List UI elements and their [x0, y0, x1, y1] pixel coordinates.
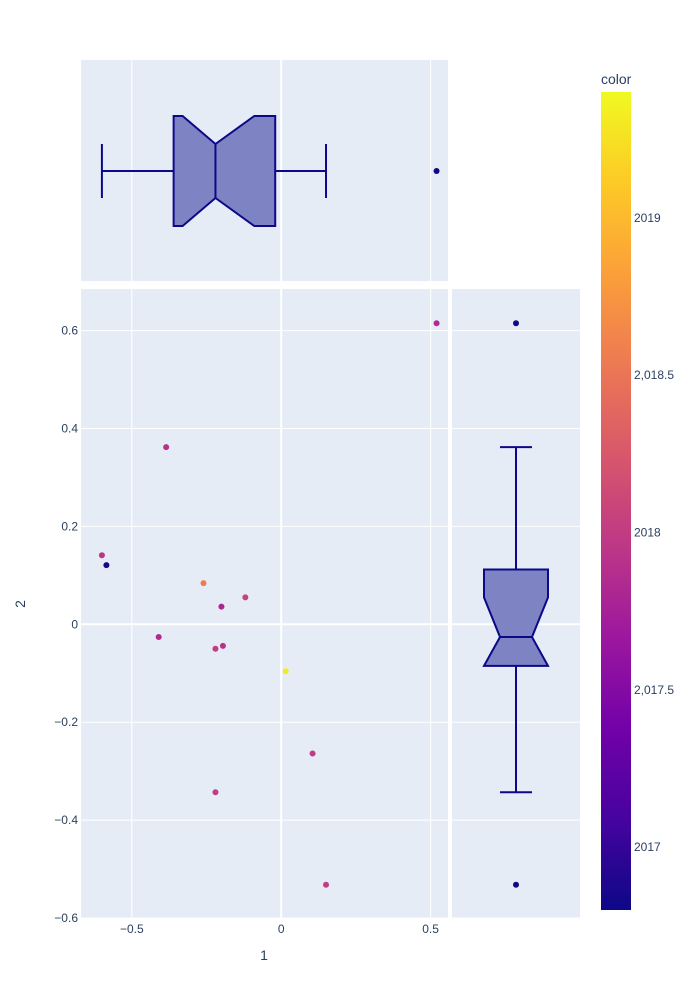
scatter-point — [219, 642, 226, 649]
y-marginal-boxplot — [482, 320, 550, 888]
colorbar-ticks: 2017 2,017.5 2018 2,018.5 2019 — [634, 211, 674, 854]
x-axis-title: 1 — [260, 947, 268, 963]
scatter-point — [163, 444, 170, 451]
y-tick-label: −0.2 — [54, 715, 78, 729]
scatter-point — [433, 320, 440, 327]
scatter-point — [282, 668, 289, 675]
y-tick-label: 0.4 — [61, 422, 78, 436]
colorbar-tick-label: 2,017.5 — [634, 683, 674, 697]
scatter-point — [212, 789, 219, 796]
y-tick-label: −0.4 — [54, 813, 78, 827]
box-outlier — [513, 881, 519, 888]
scatter-point — [242, 594, 249, 601]
scatter-point — [212, 645, 219, 652]
main-grid — [81, 289, 448, 919]
scatter-points — [98, 320, 440, 888]
x-axis-ticks: −0.5 0 0.5 — [120, 922, 439, 936]
scatter-point — [103, 562, 110, 569]
box-body — [172, 115, 277, 227]
colorbar — [601, 92, 631, 910]
box-body — [482, 568, 550, 667]
colorbar-tick-label: 2,018.5 — [634, 368, 674, 382]
y-axis-ticks: −0.6 −0.4 −0.2 0 0.2 0.4 0.6 — [54, 324, 78, 925]
scatter-point — [155, 634, 162, 641]
colorbar-title: color — [601, 71, 632, 87]
x-tick-label: 0 — [278, 922, 285, 936]
y-tick-label: −0.6 — [54, 911, 78, 925]
scatter-point — [200, 580, 207, 587]
scatter-point — [323, 881, 330, 888]
colorbar-tick-label: 2019 — [634, 211, 661, 225]
scatter-point — [98, 552, 105, 559]
box-outlier — [513, 320, 519, 327]
x-marginal-boxplot — [100, 115, 440, 227]
colorbar-tick-label: 2018 — [634, 525, 661, 539]
y-tick-label: 0.6 — [61, 324, 78, 338]
x-tick-label: −0.5 — [120, 922, 144, 936]
scatter-point — [218, 603, 225, 610]
box-outlier — [433, 168, 440, 174]
x-tick-label: 0.5 — [422, 922, 439, 936]
y-tick-label: 0 — [71, 617, 78, 631]
colorbar-tick-label: 2017 — [634, 840, 661, 854]
y-axis-title: 2 — [12, 600, 28, 608]
scatter-point — [309, 750, 316, 757]
y-tick-label: 0.2 — [61, 519, 78, 533]
main-plot-area — [81, 289, 448, 918]
